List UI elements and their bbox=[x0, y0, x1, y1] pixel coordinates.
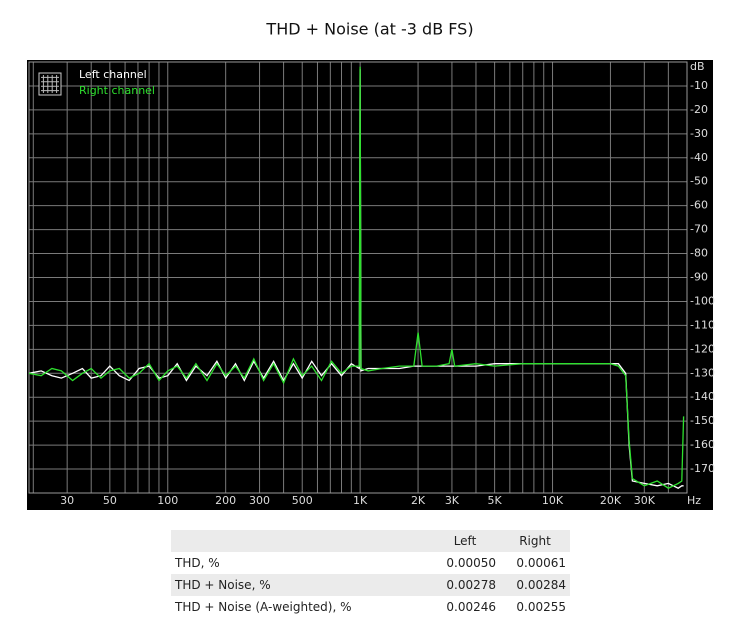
x-tick-label: 20K bbox=[600, 494, 622, 507]
cell: 0.00255 bbox=[516, 600, 566, 614]
x-tick-label: 2K bbox=[411, 494, 426, 507]
y-tick-label: -90 bbox=[690, 271, 708, 284]
header-row: Left Right bbox=[171, 530, 570, 552]
x-tick-label: 50 bbox=[103, 494, 117, 507]
x-tick-label: 10K bbox=[542, 494, 564, 507]
chart-background bbox=[27, 60, 713, 510]
results-table: Left Right THD, % 0.00050 0.00061 THD + Noi… bbox=[171, 530, 570, 618]
cell: 0.00246 bbox=[446, 600, 496, 614]
cell: 0.00284 bbox=[500, 574, 570, 596]
x-tick-label: 1K bbox=[353, 494, 368, 507]
legend: Left channel Right channel bbox=[38, 68, 155, 97]
row-label: THD + Noise (A-weighted), % bbox=[175, 600, 352, 614]
y-tick-label: -120 bbox=[690, 342, 715, 355]
cell: 0.00061 bbox=[516, 556, 566, 570]
legend-label: Left channel bbox=[79, 68, 147, 81]
cell: 0.00050 bbox=[446, 556, 496, 570]
column-header: Left bbox=[430, 530, 500, 552]
y-unit: dB bbox=[690, 60, 705, 73]
row-label: THD, % bbox=[175, 556, 220, 570]
row: THD + Noise (A-weighted), % 0.00246 0.0025… bbox=[171, 596, 570, 618]
legend-icon bbox=[38, 72, 62, 96]
x-tick-label: 3K bbox=[445, 494, 460, 507]
y-tick-label: -170 bbox=[690, 462, 715, 475]
x-tick-label: 30K bbox=[634, 494, 656, 507]
y-tick-label: -80 bbox=[690, 247, 708, 260]
x-unit: Hz bbox=[687, 494, 701, 507]
y-tick-label: -100 bbox=[690, 294, 715, 307]
y-tick-label: -20 bbox=[690, 103, 708, 116]
plot-area: 30 50 100 200 300 500 1K 2K 3K 5K 10K 20K 30K Hz dB -10… bbox=[28, 60, 715, 507]
chart-title: THD + Noise (at -3 dB FS) bbox=[265, 20, 473, 39]
x-tick-label: 30 bbox=[60, 494, 74, 507]
cell: 0.00278 bbox=[430, 574, 500, 596]
row: THD, % 0.00050 0.00061 bbox=[171, 552, 570, 574]
x-tick-label: 5K bbox=[488, 494, 503, 507]
y-tick-label: -160 bbox=[690, 438, 715, 451]
chart: THD + Noise (at -3 dB FS) 30 50 100 200 300 5… bbox=[27, 20, 715, 510]
x-tick-label: 200 bbox=[215, 494, 236, 507]
y-tick-label: -140 bbox=[690, 390, 715, 403]
x-tick-label: 100 bbox=[157, 494, 178, 507]
y-tick-label: -50 bbox=[690, 175, 708, 188]
x-tick-label: 500 bbox=[292, 494, 313, 507]
y-tick-label: -10 bbox=[690, 79, 708, 92]
row-label: THD + Noise, % bbox=[171, 574, 430, 596]
column-header: Right bbox=[500, 530, 570, 552]
y-tick-label: -130 bbox=[690, 366, 715, 379]
y-tick-label: -70 bbox=[690, 223, 708, 236]
x-tick-label: 300 bbox=[249, 494, 270, 507]
row: THD + Noise, % 0.00278 0.00284 bbox=[171, 574, 570, 596]
corner bbox=[171, 530, 430, 552]
y-tick-label: -40 bbox=[690, 151, 708, 164]
y-tick-label: -60 bbox=[690, 199, 708, 212]
series-line bbox=[28, 66, 685, 489]
legend-label: Right channel bbox=[79, 84, 155, 97]
y-tick-label: -30 bbox=[690, 127, 708, 140]
plot-border bbox=[28, 61, 688, 494]
y-tick-label: -150 bbox=[690, 414, 715, 427]
y-tick-label: -110 bbox=[690, 318, 715, 331]
